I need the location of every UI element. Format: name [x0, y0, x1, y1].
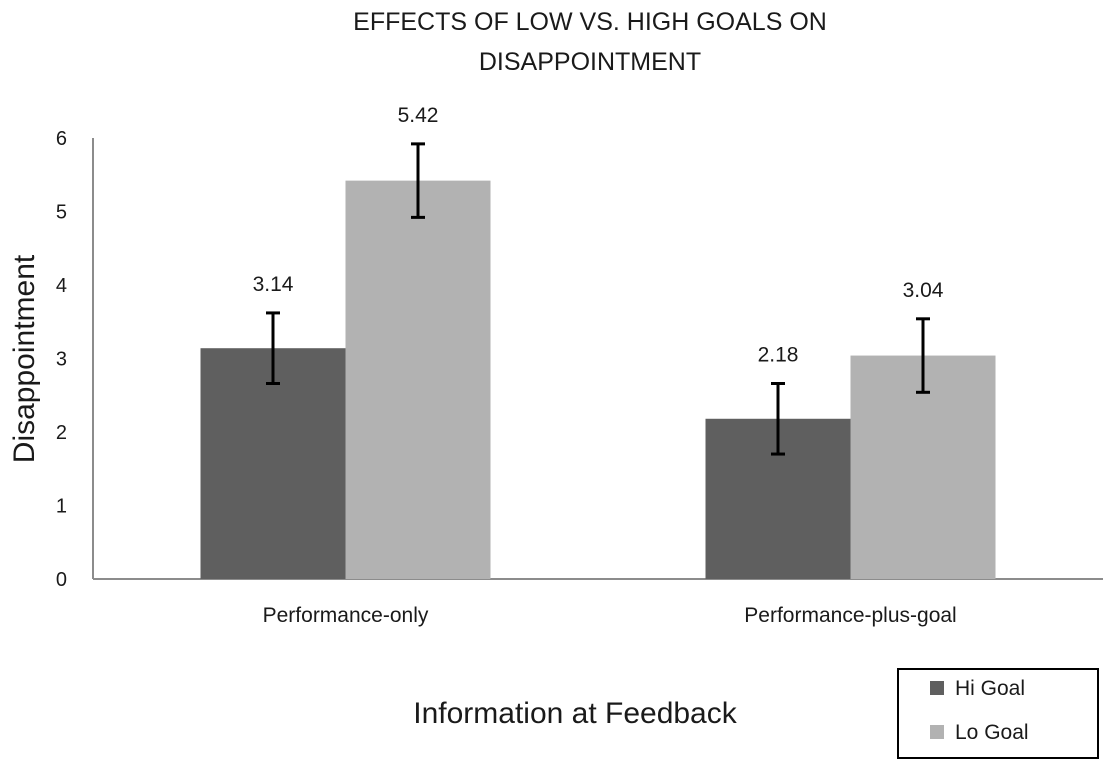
category-label: Performance-only [263, 604, 429, 627]
legend-entry: Hi Goal [955, 677, 1025, 700]
y-tick-label: 5 [56, 202, 67, 224]
value-labels: 3.14 5.42 2.18 3.04 [253, 104, 944, 367]
legend: Hi Goal Lo Goal [897, 668, 1099, 759]
y-axis-label: Disappointment [8, 254, 41, 463]
data-label: 5.42 [398, 104, 439, 127]
data-label: 3.14 [253, 273, 294, 296]
chart-title-line-2: DISAPPOINTMENT [479, 48, 701, 76]
legend-swatch [930, 725, 944, 739]
y-tick-label: 1 [56, 496, 67, 518]
data-label: 2.18 [758, 343, 799, 366]
y-tick-label: 4 [56, 275, 67, 297]
y-tick-label: 3 [56, 349, 67, 371]
bars [200, 142, 996, 579]
y-tick-label: 6 [56, 128, 67, 150]
chart-title: EFFECTS OF LOW VS. HIGH GOALS ON DISAPPO… [353, 8, 827, 76]
data-label: 3.04 [903, 279, 944, 302]
y-tick-label: 0 [56, 569, 67, 591]
category-label: Performance-plus-goal [744, 604, 956, 627]
legend-entry: Lo Goal [955, 721, 1029, 744]
y-tick-label: 2 [56, 422, 67, 444]
bar [200, 348, 346, 579]
legend-swatch [930, 681, 944, 695]
bar [345, 180, 491, 579]
chart-title-line-1: EFFECTS OF LOW VS. HIGH GOALS ON [353, 8, 827, 36]
x-axis-label: Information at Feedback [413, 697, 738, 730]
